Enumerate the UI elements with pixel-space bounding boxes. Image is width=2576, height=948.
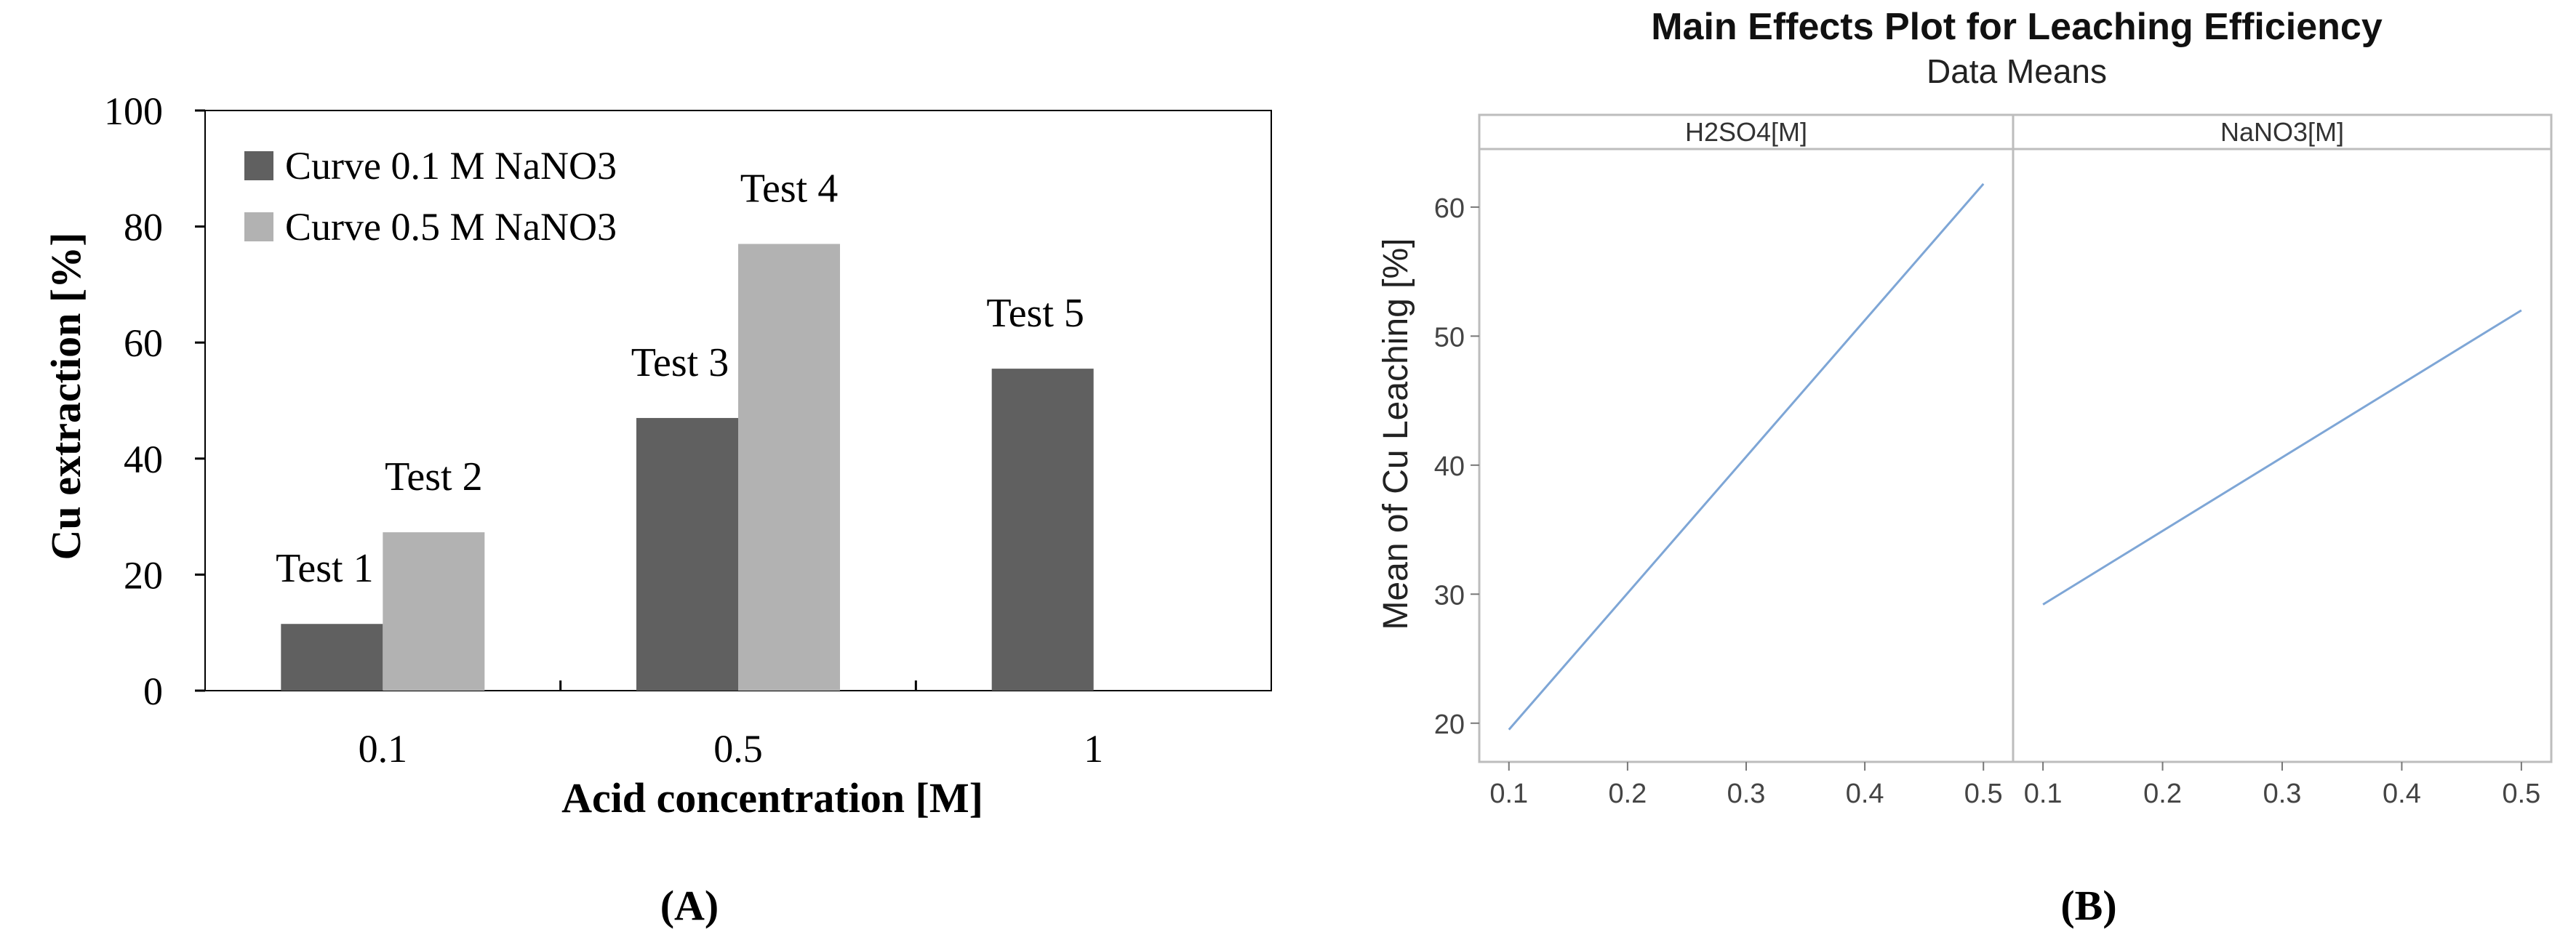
y-tick-label: 50: [1434, 322, 1465, 353]
y-tick-label: 0: [143, 670, 163, 713]
panel-a-label: (A): [660, 882, 719, 929]
x-tick-label: 0.5: [2502, 779, 2540, 809]
bar-annotation: Test 2: [385, 454, 483, 499]
panel-b-y-axis-label: Mean of Cu Leaching [%]: [1377, 238, 1415, 630]
strip-label-nano3: NaNO3[M]: [2220, 117, 2344, 147]
x-tick-label: 0.4: [1846, 779, 1884, 809]
bar-nano3-0-1: [636, 417, 738, 691]
bar-nano3-0-1: [991, 369, 1094, 691]
bar-annotation: Test 3: [631, 340, 729, 385]
effect-line-nano3: [2042, 309, 2522, 606]
x-tick-label: 0.3: [1727, 779, 1766, 809]
legend-entry: Curve 0.1 M NaNO3: [285, 144, 617, 188]
legend-entry: Curve 0.5 M NaNO3: [285, 205, 617, 249]
x-tick-label: 0.1: [359, 727, 408, 771]
bar-annotation: Test 5: [986, 291, 1084, 336]
effect-line-h2so4: [1508, 182, 1985, 731]
panel-a-y-axis-label: Cu extraction [%]: [42, 232, 89, 560]
x-tick-label: 0.2: [2143, 779, 2182, 809]
y-tick-label: 20: [124, 553, 163, 597]
legend-swatch: [244, 212, 273, 241]
x-tick-label: 0.5: [1964, 779, 2003, 809]
plot-frame: [1478, 113, 2553, 763]
y-tick-label: 60: [124, 321, 163, 365]
panel-b-subtitle: Data Means: [1927, 52, 2107, 90]
x-tick-label: 0.4: [2383, 779, 2421, 809]
bar-annotation: Test 1: [276, 546, 374, 591]
x-tick-label: 0.5: [713, 727, 763, 771]
strip-label-h2so4: H2SO4[M]: [1685, 117, 1807, 147]
y-tick-label: 20: [1434, 710, 1465, 740]
x-tick-label: 0.1: [2024, 779, 2063, 809]
panel-a-bar-chart: (A) Acid concentration [M] Cu extraction…: [42, 89, 1272, 929]
x-tick-label: 0.2: [1608, 779, 1647, 809]
y-tick-label: 40: [1434, 451, 1465, 482]
bar-annotation: Test 4: [740, 166, 839, 212]
bar-nano3-0-5: [383, 532, 485, 691]
x-tick-label: 0.3: [2263, 779, 2302, 809]
y-tick-label: 100: [104, 89, 163, 133]
x-tick-label: 0.1: [1489, 779, 1528, 809]
panel-a-x-axis-label: Acid concentration [M]: [561, 774, 983, 822]
y-tick-label: 30: [1434, 580, 1465, 611]
panel-b-main-effects-plot: Main Effects Plot for Leaching Efficienc…: [1377, 6, 2553, 929]
x-tick-label: 1: [1084, 727, 1103, 771]
y-tick-label: 80: [124, 206, 163, 249]
panel-b-title: Main Effects Plot for Leaching Efficienc…: [1651, 6, 2383, 48]
legend-swatch: [244, 151, 273, 180]
panel-b-label: (B): [2060, 882, 2116, 929]
bar-nano3-0-1: [281, 624, 383, 691]
y-tick-label: 60: [1434, 193, 1465, 224]
y-tick-label: 40: [124, 438, 163, 481]
bar-nano3-0-5: [738, 244, 840, 691]
